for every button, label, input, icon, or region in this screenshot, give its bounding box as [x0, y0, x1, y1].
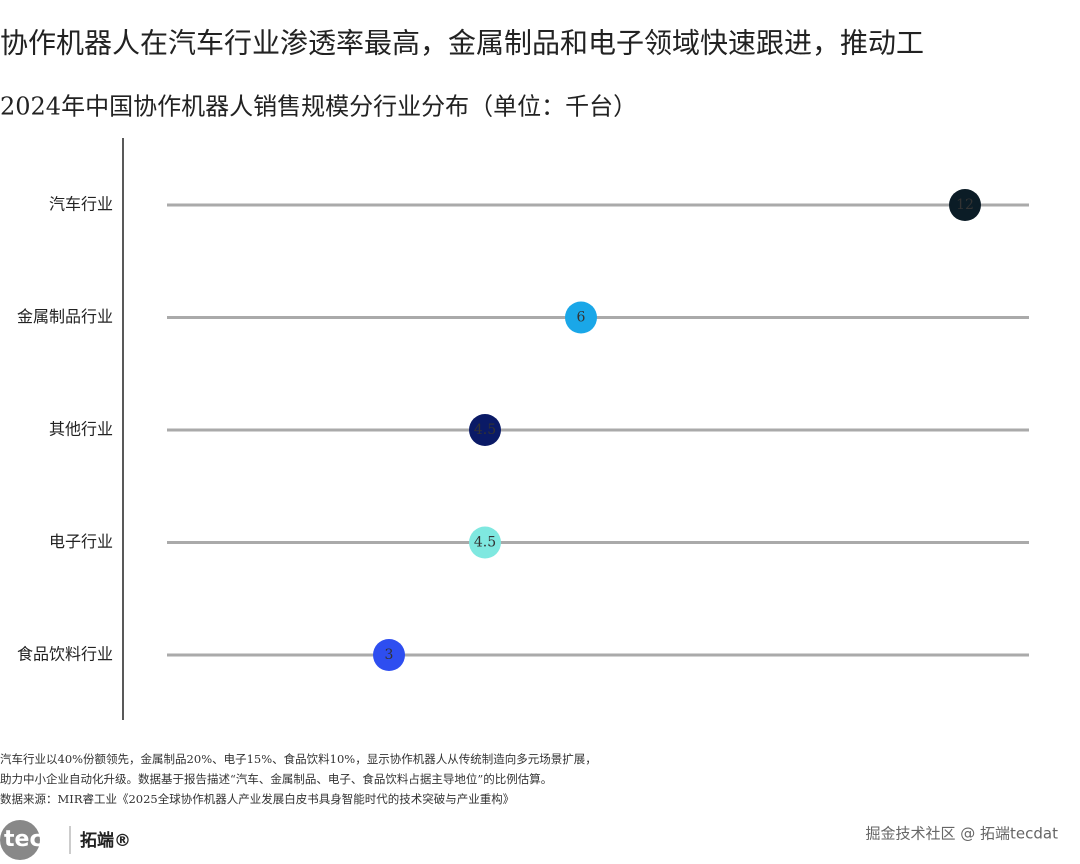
y-tick-label: 其他行业 — [49, 420, 113, 439]
dot — [469, 414, 501, 446]
y-tick-label: 电子行业 — [49, 532, 113, 551]
dot — [565, 301, 597, 334]
note: 数据来源：MIR睿工业《2025全球协作机器人产业发展白皮书具身智能时代的技术突… — [0, 792, 514, 806]
chart-subtitle: 2024年中国协作机器人销售规模分行业分布（单位：千台） — [0, 93, 637, 121]
y-tick-label: 食品饮料行业 — [17, 645, 113, 664]
note: 助力中小企业自动化升级。数据基于报告描述“汽车、金属制品、电子、食品饮料占据主导… — [0, 772, 552, 786]
watermark: 掘金技术社区 @ 拓端tecdat — [866, 825, 1059, 843]
brand: 拓端® — [80, 830, 131, 851]
value-label: 3 — [385, 647, 394, 663]
dot — [373, 639, 405, 671]
value-label: 6 — [577, 310, 586, 326]
logo: tecdat — [4, 827, 84, 852]
dot — [469, 526, 501, 559]
dot — [949, 189, 981, 221]
value-label: 4.5 — [474, 422, 496, 438]
y-tick-label: 金属制品行业 — [17, 307, 113, 326]
chart-title: 协作机器人在汽车行业渗透率最高，金属制品和电子领域快速跟进，推动工 — [0, 27, 924, 60]
logo-badge — [0, 820, 40, 860]
note: 汽车行业以40%份额领先，金属制品20%、电子15%、食品饮料10%，显示协作机… — [0, 752, 597, 766]
y-tick-label: 汽车行业 — [49, 195, 113, 214]
value-label: 12 — [956, 197, 974, 213]
value-label: 4.5 — [474, 535, 496, 551]
